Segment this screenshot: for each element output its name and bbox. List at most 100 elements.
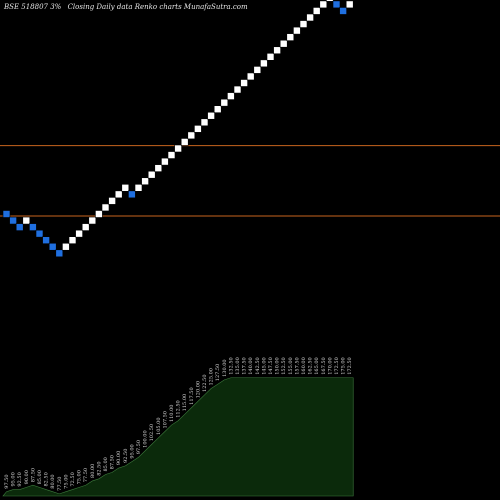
price-label: 100.00 [143,430,149,448]
price-label: 157.50 [294,357,300,375]
renko-brick-up [187,131,196,140]
renko-brick-up [246,72,255,81]
renko-brick-up [279,39,288,48]
price-label: 107.50 [162,411,168,429]
renko-brick-up [227,92,235,100]
renko-brick-up [233,85,242,94]
renko-brick-up [62,242,70,251]
price-label: 127.50 [215,364,221,382]
renko-brick-up [312,7,321,15]
renko-brick-up [95,210,103,218]
renko-brick-down [42,236,50,244]
reference-lines [0,145,500,217]
price-label: 137.50 [242,357,248,375]
price-label: 162.50 [308,357,314,375]
renko-brick-up [121,184,130,192]
renko-brick-up [286,33,295,41]
renko-brick-up [299,20,308,28]
renko-brick-up [253,66,262,74]
renko-brick-down [48,242,57,251]
renko-brick-up [81,223,90,231]
price-label: 97.50 [4,474,10,488]
renko-brick-down [128,190,136,199]
renko-brick-up [22,216,31,225]
price-label: 142.50 [255,357,261,375]
price-label: 112.50 [176,400,182,418]
price-label: 117.50 [189,387,195,405]
price-label: 82.50 [44,472,50,486]
price-label: 97.50 [136,440,142,454]
renko-brick-up [293,26,301,35]
price-label: 160.00 [301,357,307,375]
chart-title: BSE 518807 3% Closing Daily data Renko c… [3,3,248,11]
price-label: 140.00 [248,357,254,375]
renko-brick-up [88,216,97,225]
renko-brick-up [167,151,176,159]
volume-area [2,377,354,497]
renko-brick-up [220,98,229,107]
price-label: 172.50 [334,357,340,375]
renko-brick-up [101,203,110,212]
renko-brick-up [306,13,314,22]
renko-brick-up [68,236,77,244]
renko-brick-up [213,105,222,113]
renko-brick-up [319,0,328,9]
renko-brick-down [332,0,341,9]
price-label: 85.00 [37,470,43,484]
price-label: 145.00 [261,357,267,375]
renko-brick-up [134,184,143,192]
price-label: 75.00 [77,470,83,484]
price-label: 80.00 [50,474,56,488]
price-label: 90.00 [24,470,30,484]
price-label: 115.00 [182,394,188,412]
price-label: 165.00 [314,357,320,375]
price-label: 150.00 [275,357,281,375]
renko-brick-down [15,223,24,231]
price-label: 172.50 [347,357,353,375]
renko-brick-up [194,125,202,133]
price-label: 90.00 [116,451,122,465]
price-label: 80.00 [90,464,96,478]
price-label: 152.50 [281,357,287,375]
price-label: 77.50 [83,468,89,482]
price-label: 135.00 [235,357,241,375]
price-label: 120.00 [195,381,201,399]
price-label: 122.50 [202,374,208,392]
renko-brick-up [207,111,215,120]
price-label: 175.00 [341,357,347,375]
renko-brick-up [326,0,334,2]
renko-brick-down [2,210,11,218]
renko-brick-down [9,216,17,225]
renko-brick-down [29,223,37,231]
renko-brick-up [240,79,248,87]
renko-brick-up [114,190,123,199]
price-label: 87.50 [110,455,116,469]
renko-brick-up [260,59,268,68]
price-labels: 97.50 95.00 92.50 90.00 87.50 85.00 82.50 80.00… [4,357,353,491]
price-label: 132.50 [228,357,234,375]
price-label: 102.50 [149,424,155,442]
price-label: 170.00 [327,357,333,375]
price-label: 77.50 [57,477,63,491]
renko-brick-up [200,118,209,127]
renko-brick-up [75,229,83,238]
price-label: 72.50 [70,472,76,486]
renko-brick-up [108,197,116,205]
renko-brick-up [273,46,281,55]
price-label: 85.00 [103,457,109,471]
price-label: 92.50 [17,472,23,486]
renko-brick-up [180,138,189,146]
renko-brick-down [55,249,64,258]
price-label: 167.50 [321,357,327,375]
price-label: 95.00 [11,472,17,486]
price-label: 87.50 [30,468,36,482]
renko-brick-down [339,7,347,15]
renko-brick-up [154,164,163,172]
renko-brick-up [345,0,354,9]
price-label: 125.00 [209,368,215,386]
price-label: 95.00 [129,444,135,458]
price-label: 130.00 [222,359,228,377]
renko-bricks [2,0,354,258]
price-label: 105.00 [156,417,162,435]
